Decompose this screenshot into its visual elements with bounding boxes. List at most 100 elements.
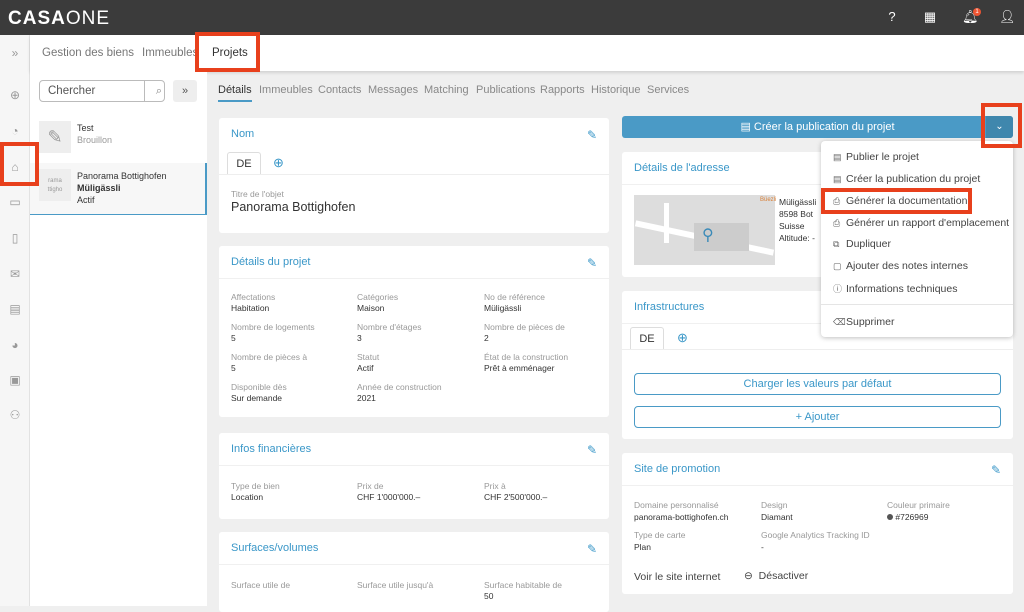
field-label: Statut — [357, 352, 380, 362]
add-icon[interactable]: ⊕ — [9, 88, 21, 102]
tab-services[interactable]: Services — [647, 84, 690, 96]
create-publication-button[interactable]: ▤ Créer la publication du projet — [622, 116, 1013, 138]
search-icon[interactable]: ⌕ — [144, 81, 173, 101]
list-item[interactable]: ✎ Test Brouillon — [30, 115, 207, 171]
menu-item-generate-documentation[interactable]: ⎙ Générer la documentation — [833, 195, 968, 207]
field-value: Müligässli — [484, 303, 522, 313]
actions-dropdown-menu: ▤ Publier le projet ▤ Créer la publication… — [821, 141, 1013, 337]
map[interactable]: ⚲ Büezli — [634, 195, 777, 265]
tab-messages[interactable]: Messages — [368, 84, 419, 96]
card-title: Détails du projet — [231, 256, 311, 268]
pencil-icon: ✎ — [39, 121, 71, 153]
menu-item-location-report[interactable]: ⎙ Générer un rapport d'emplacement — [833, 217, 1010, 229]
edit-icon[interactable]: ✎ — [586, 128, 597, 142]
casaone-logo[interactable]: CASAONE — [8, 8, 111, 29]
map-pin-icon: ⚲ — [702, 227, 714, 244]
load-defaults-button[interactable]: Charger les valeurs par défaut — [634, 373, 1001, 395]
menu-item-technical-info[interactable]: ⓘ Informations techniques — [833, 283, 958, 295]
tab-immeubles[interactable]: Immeubles — [259, 84, 313, 96]
field-label: Catégories — [357, 292, 399, 302]
field-label: Surface utile de — [231, 580, 291, 590]
add-language-icon[interactable]: ⊕ — [273, 155, 284, 170]
tab-historique[interactable]: Historique — [591, 84, 641, 96]
field-value: Diamant — [761, 512, 793, 522]
edit-icon[interactable]: ✎ — [586, 542, 597, 556]
tab-rapports[interactable]: Rapports — [540, 84, 585, 96]
view-website-link[interactable]: Voir le site internet — [634, 571, 721, 583]
publication-icon: ▤ — [833, 174, 842, 184]
dashboard-icon[interactable]: ◔ — [11, 124, 19, 138]
tab-immeubles[interactable]: Immeubles — [142, 47, 199, 59]
field-label: Domaine personnalisé — [634, 500, 719, 510]
lang-tab-de[interactable]: DE — [630, 327, 664, 349]
top-nav: Gestion des biens Immeubles Projets — [30, 35, 1024, 71]
field-value: CHF 1'000'000.– — [357, 492, 421, 502]
highlight-home-icon — [0, 142, 39, 186]
card-title: Site de promotion — [634, 463, 721, 475]
tab-gestion-des-biens[interactable]: Gestion des biens — [42, 47, 135, 59]
field-label: Surface habitable de — [484, 580, 562, 590]
item-title: Panorama Bottighofen — [77, 171, 167, 181]
edit-icon[interactable]: ✎ — [586, 256, 597, 270]
field-value: 2 — [484, 333, 489, 343]
user-icon[interactable]: 👤︎ — [999, 9, 1016, 24]
add-language-icon[interactable]: ⊕ — [677, 330, 688, 345]
menu-item-duplicate[interactable]: ⧉ Dupliquer — [833, 238, 891, 250]
field-label: Affectations — [231, 292, 276, 302]
menu-item-publish[interactable]: ▤ Publier le projet — [833, 151, 919, 163]
tab-details[interactable]: Détails — [218, 84, 252, 102]
menu-item-create-publication[interactable]: ▤ Créer la publication du projet — [833, 173, 981, 185]
lang-tab-de[interactable]: DE — [227, 152, 261, 174]
field-value: Location — [231, 492, 264, 502]
project-details-card: Détails du projet ✎ Affectations Habitati… — [219, 246, 609, 417]
expand-list-button[interactable]: » — [173, 80, 197, 102]
item-status: Brouillon — [77, 135, 113, 145]
item-title: Test — [77, 123, 94, 133]
home-icon[interactable]: ⌂ — [11, 160, 19, 174]
item-subtitle: Müligässli — [77, 183, 121, 193]
field-value: 2021 — [357, 393, 376, 403]
field-label: Couleur primaire — [887, 500, 950, 510]
add-infrastructure-button[interactable]: + Ajouter — [634, 406, 1001, 428]
image-icon[interactable]: ▣ — [9, 373, 21, 387]
document-icon[interactable]: ▤ — [9, 302, 21, 316]
tab-matching[interactable]: Matching — [424, 84, 469, 96]
expand-rail-icon[interactable]: » — [11, 46, 19, 60]
dropdown-toggle-button[interactable]: ⌄ — [986, 116, 1013, 138]
finance-card: Infos financières ✎ Type de bien Location… — [219, 433, 609, 519]
handshake-icon[interactable]: ⚇ — [9, 408, 21, 422]
highlight-dropdown-toggle — [981, 103, 1022, 148]
field-label: Nombre d'étages — [357, 322, 422, 332]
tab-publications[interactable]: Publications — [476, 84, 536, 96]
object-title-value: Panorama Bottighofen — [231, 200, 356, 214]
field-value: 3 — [357, 333, 362, 343]
field-label: Année de construction — [357, 382, 442, 392]
field-label: Google Analytics Tracking ID — [761, 530, 870, 540]
edit-icon[interactable]: ✎ — [990, 463, 1001, 477]
highlight-projets-tab — [195, 32, 260, 72]
help-icon[interactable]: ? — [888, 9, 896, 24]
tab-projets[interactable]: Projets — [212, 47, 248, 59]
item-status: Actif — [77, 195, 95, 205]
tab-contacts[interactable]: Contacts — [318, 84, 362, 96]
field-value: Habitation — [231, 303, 270, 313]
mail-icon[interactable]: ✉ — [9, 267, 21, 281]
contacts-icon[interactable]: ▯ — [11, 231, 19, 245]
deactivate-button[interactable]: ⊖ Désactiver — [744, 570, 809, 582]
promotion-site-card: Site de promotion ✎ Domaine personnalisé… — [622, 453, 1013, 594]
calendar-icon[interactable]: ▦ — [923, 9, 937, 24]
chart-icon[interactable]: ◕ — [11, 338, 19, 352]
field-value: - — [761, 542, 764, 552]
field-label: Surface utile jusqu'à — [357, 580, 434, 590]
list-item-selected[interactable]: rama ttigho Panorama Bottighofen Müligäs… — [30, 163, 207, 215]
project-list: Chercher ⌕ » ✎ Test Brouillon rama ttigh… — [30, 71, 207, 606]
map-label: Büezli — [760, 197, 777, 203]
field-value: Plan — [634, 542, 652, 552]
menu-item-internal-notes[interactable]: ▢ Ajouter des notes internes — [833, 260, 968, 272]
menu-item-delete[interactable]: ⌫Supprimer — [833, 316, 895, 328]
edit-icon[interactable]: ✎ — [586, 443, 597, 457]
field-value: Maison — [357, 303, 385, 313]
listing-icon[interactable]: ▭ — [9, 195, 21, 209]
card-title: Nom — [231, 128, 255, 140]
search-input[interactable]: Chercher — [39, 80, 165, 102]
